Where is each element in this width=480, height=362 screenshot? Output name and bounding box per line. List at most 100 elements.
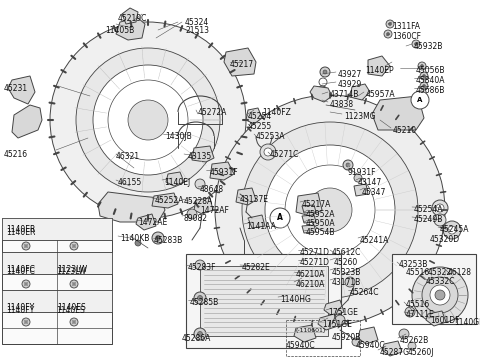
- Text: 45210: 45210: [393, 126, 417, 135]
- Text: 45285B: 45285B: [190, 298, 219, 307]
- Circle shape: [197, 295, 203, 300]
- Bar: [2, 218, 112, 344]
- Polygon shape: [210, 162, 234, 180]
- Text: 1140EP: 1140EP: [365, 66, 394, 75]
- Polygon shape: [382, 341, 402, 356]
- Text: 45516: 45516: [406, 268, 430, 277]
- Circle shape: [22, 318, 30, 326]
- Circle shape: [418, 62, 426, 70]
- Circle shape: [352, 338, 360, 346]
- Text: 46155: 46155: [118, 178, 142, 187]
- Polygon shape: [426, 311, 446, 326]
- Text: 45957A: 45957A: [366, 90, 396, 99]
- Text: 45332C: 45332C: [426, 277, 456, 286]
- Circle shape: [434, 214, 446, 226]
- Circle shape: [194, 292, 206, 304]
- Circle shape: [443, 221, 461, 239]
- Circle shape: [76, 48, 220, 192]
- Polygon shape: [192, 146, 214, 162]
- Text: 1140HG: 1140HG: [280, 295, 311, 304]
- Text: 45253A: 45253A: [256, 132, 286, 141]
- Polygon shape: [12, 105, 42, 138]
- Circle shape: [436, 204, 444, 212]
- Circle shape: [270, 208, 290, 228]
- Polygon shape: [310, 86, 332, 102]
- Circle shape: [399, 329, 409, 339]
- Polygon shape: [302, 225, 316, 233]
- Polygon shape: [136, 214, 156, 230]
- Text: (-110601): (-110601): [296, 328, 326, 333]
- Text: 45255: 45255: [248, 122, 272, 131]
- Text: 45920B: 45920B: [332, 333, 361, 342]
- Text: A: A: [417, 97, 423, 103]
- Circle shape: [108, 80, 188, 160]
- Circle shape: [195, 260, 205, 270]
- Text: 43137E: 43137E: [240, 195, 269, 204]
- Circle shape: [22, 242, 30, 250]
- Circle shape: [335, 315, 345, 325]
- Text: 45056B: 45056B: [416, 66, 445, 75]
- Circle shape: [242, 122, 418, 298]
- Text: 45323B: 45323B: [332, 268, 361, 277]
- Text: 43253B: 43253B: [399, 260, 428, 269]
- Circle shape: [388, 22, 392, 25]
- Text: 45217: 45217: [230, 60, 254, 69]
- Text: 45322: 45322: [428, 268, 452, 277]
- Text: 89082: 89082: [184, 214, 208, 223]
- Circle shape: [264, 148, 272, 156]
- Circle shape: [285, 165, 375, 255]
- Circle shape: [408, 342, 416, 350]
- Text: 1430JB: 1430JB: [165, 132, 192, 141]
- Circle shape: [308, 188, 352, 232]
- Circle shape: [415, 42, 418, 46]
- Text: 1140FZ: 1140FZ: [262, 108, 291, 117]
- Circle shape: [430, 285, 450, 305]
- Circle shape: [24, 244, 27, 248]
- Polygon shape: [350, 84, 370, 100]
- Circle shape: [156, 236, 160, 240]
- Text: 45264C: 45264C: [350, 288, 380, 297]
- Text: 45272A: 45272A: [198, 108, 228, 117]
- Text: 45283B: 45283B: [154, 236, 183, 245]
- Text: 46321: 46321: [116, 152, 140, 161]
- Circle shape: [420, 72, 428, 80]
- Text: 1140FY: 1140FY: [6, 306, 34, 315]
- Text: 1140FC: 1140FC: [6, 267, 35, 276]
- Circle shape: [420, 64, 423, 67]
- Text: 45686B: 45686B: [416, 86, 445, 95]
- Circle shape: [422, 75, 425, 77]
- Polygon shape: [318, 314, 338, 330]
- Circle shape: [346, 163, 350, 167]
- Circle shape: [70, 318, 78, 326]
- Text: 1140KB: 1140KB: [120, 234, 149, 243]
- Text: 45217A: 45217A: [302, 200, 331, 209]
- Polygon shape: [358, 327, 378, 344]
- Circle shape: [384, 30, 392, 38]
- Text: 1140EJ: 1140EJ: [164, 178, 190, 187]
- Circle shape: [386, 20, 394, 28]
- Circle shape: [72, 320, 75, 324]
- Circle shape: [194, 328, 206, 340]
- Polygon shape: [236, 188, 256, 205]
- Circle shape: [260, 144, 276, 160]
- Text: 45952A: 45952A: [306, 210, 336, 219]
- Circle shape: [93, 65, 203, 175]
- Circle shape: [70, 280, 78, 288]
- Text: 1472AE: 1472AE: [138, 218, 167, 227]
- Text: 43927: 43927: [338, 70, 362, 79]
- Text: 43714B: 43714B: [330, 90, 360, 99]
- Circle shape: [215, 95, 445, 325]
- Polygon shape: [324, 300, 344, 316]
- Bar: [286, 320, 360, 356]
- Text: 1751GE: 1751GE: [328, 308, 358, 317]
- Text: 45283F: 45283F: [188, 263, 216, 272]
- Text: 1140ER: 1140ER: [6, 228, 36, 237]
- Polygon shape: [294, 325, 316, 342]
- Text: 45271C: 45271C: [270, 150, 300, 159]
- Text: 1472AF: 1472AF: [200, 206, 229, 215]
- Text: 1140ES: 1140ES: [56, 306, 85, 315]
- Bar: [2, 252, 112, 274]
- Text: 1141AA: 1141AA: [246, 222, 276, 231]
- Text: 45254A: 45254A: [414, 205, 444, 214]
- Polygon shape: [368, 56, 390, 76]
